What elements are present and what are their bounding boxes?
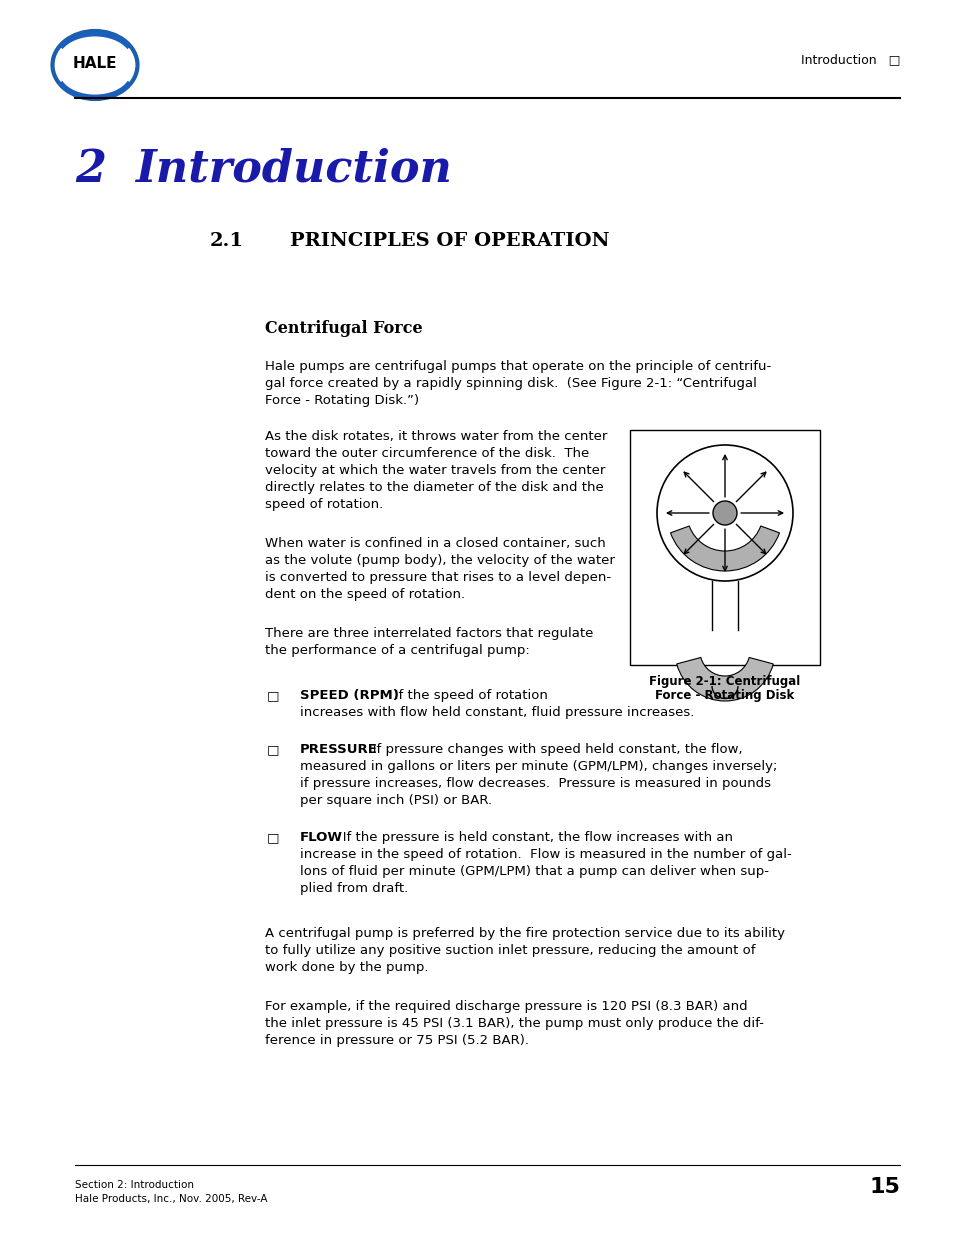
Text: directly relates to the diameter of the disk and the: directly relates to the diameter of the … xyxy=(265,480,603,494)
Text: lons of fluid per minute (GPM/LPM) that a pump can deliver when sup-: lons of fluid per minute (GPM/LPM) that … xyxy=(299,864,768,878)
Text: is converted to pressure that rises to a level depen-: is converted to pressure that rises to a… xyxy=(265,571,611,584)
Text: ference in pressure or 75 PSI (5.2 BAR).: ference in pressure or 75 PSI (5.2 BAR). xyxy=(265,1034,529,1047)
Text: Figure 2-1: Centrifugal: Figure 2-1: Centrifugal xyxy=(649,676,800,688)
Text: There are three interrelated factors that regulate: There are three interrelated factors tha… xyxy=(265,627,593,640)
Text: increase in the speed of rotation.  Flow is measured in the number of gal-: increase in the speed of rotation. Flow … xyxy=(299,848,791,861)
Text: Centrifugal Force: Centrifugal Force xyxy=(265,320,422,337)
Wedge shape xyxy=(676,657,773,701)
Text: per square inch (PSI) or BAR.: per square inch (PSI) or BAR. xyxy=(299,794,492,806)
Text: Hale Products, Inc., Nov. 2005, Rev-A: Hale Products, Inc., Nov. 2005, Rev-A xyxy=(75,1194,267,1204)
Text: For example, if the required discharge pressure is 120 PSI (8.3 BAR) and: For example, if the required discharge p… xyxy=(265,1000,747,1013)
Circle shape xyxy=(712,501,737,525)
Text: Section 2: Introduction: Section 2: Introduction xyxy=(75,1179,193,1191)
Text: □: □ xyxy=(267,743,279,756)
Text: Force - Rotating Disk.”): Force - Rotating Disk.”) xyxy=(265,394,418,408)
Text: Introduction: Introduction xyxy=(135,148,452,191)
Text: As the disk rotates, it throws water from the center: As the disk rotates, it throws water fro… xyxy=(265,430,607,443)
Text: 15: 15 xyxy=(868,1177,899,1197)
Text: measured in gallons or liters per minute (GPM/LPM), changes inversely;: measured in gallons or liters per minute… xyxy=(299,760,777,773)
Text: PRESSURE: PRESSURE xyxy=(299,743,377,756)
Text: if pressure increases, flow decreases.  Pressure is measured in pounds: if pressure increases, flow decreases. P… xyxy=(299,777,770,790)
Text: toward the outer circumference of the disk.  The: toward the outer circumference of the di… xyxy=(265,447,589,459)
Text: the performance of a centrifugal pump:: the performance of a centrifugal pump: xyxy=(265,643,529,657)
Text: PRINCIPLES OF OPERATION: PRINCIPLES OF OPERATION xyxy=(290,232,609,249)
Text: velocity at which the water travels from the center: velocity at which the water travels from… xyxy=(265,464,605,477)
Text: FLOW: FLOW xyxy=(299,831,343,844)
Text: If pressure changes with speed held constant, the flow,: If pressure changes with speed held cons… xyxy=(359,743,741,756)
Wedge shape xyxy=(670,526,779,571)
Text: □: □ xyxy=(267,689,279,701)
Text: as the volute (pump body), the velocity of the water: as the volute (pump body), the velocity … xyxy=(265,555,615,567)
Text: HALE: HALE xyxy=(72,56,117,70)
Text: dent on the speed of rotation.: dent on the speed of rotation. xyxy=(265,588,465,601)
Text: increases with flow held constant, fluid pressure increases.: increases with flow held constant, fluid… xyxy=(299,706,694,719)
Text: Introduction   □: Introduction □ xyxy=(800,53,899,67)
Text: □: □ xyxy=(267,831,279,844)
Text: the inlet pressure is 45 PSI (3.1 BAR), the pump must only produce the dif-: the inlet pressure is 45 PSI (3.1 BAR), … xyxy=(265,1016,763,1030)
Text: A centrifugal pump is preferred by the fire protection service due to its abilit: A centrifugal pump is preferred by the f… xyxy=(265,927,784,940)
Text: work done by the pump.: work done by the pump. xyxy=(265,961,428,974)
Text: When water is confined in a closed container, such: When water is confined in a closed conta… xyxy=(265,537,605,550)
Text: plied from draft.: plied from draft. xyxy=(299,882,408,895)
Text: speed of rotation.: speed of rotation. xyxy=(265,498,383,511)
Text: gal force created by a rapidly spinning disk.  (See Figure 2-1: “Centrifugal: gal force created by a rapidly spinning … xyxy=(265,377,756,390)
Bar xyxy=(629,430,820,664)
Text: 2: 2 xyxy=(75,148,106,191)
Text: If the speed of rotation: If the speed of rotation xyxy=(382,689,548,701)
Text: to fully utilize any positive suction inlet pressure, reducing the amount of: to fully utilize any positive suction in… xyxy=(265,944,755,957)
Text: Hale pumps are centrifugal pumps that operate on the principle of centrifu-: Hale pumps are centrifugal pumps that op… xyxy=(265,359,770,373)
Text: Force - Rotating Disk: Force - Rotating Disk xyxy=(655,689,794,701)
Text: SPEED (RPM): SPEED (RPM) xyxy=(299,689,398,701)
Text: If the pressure is held constant, the flow increases with an: If the pressure is held constant, the fl… xyxy=(330,831,732,844)
Text: 2.1: 2.1 xyxy=(210,232,244,249)
